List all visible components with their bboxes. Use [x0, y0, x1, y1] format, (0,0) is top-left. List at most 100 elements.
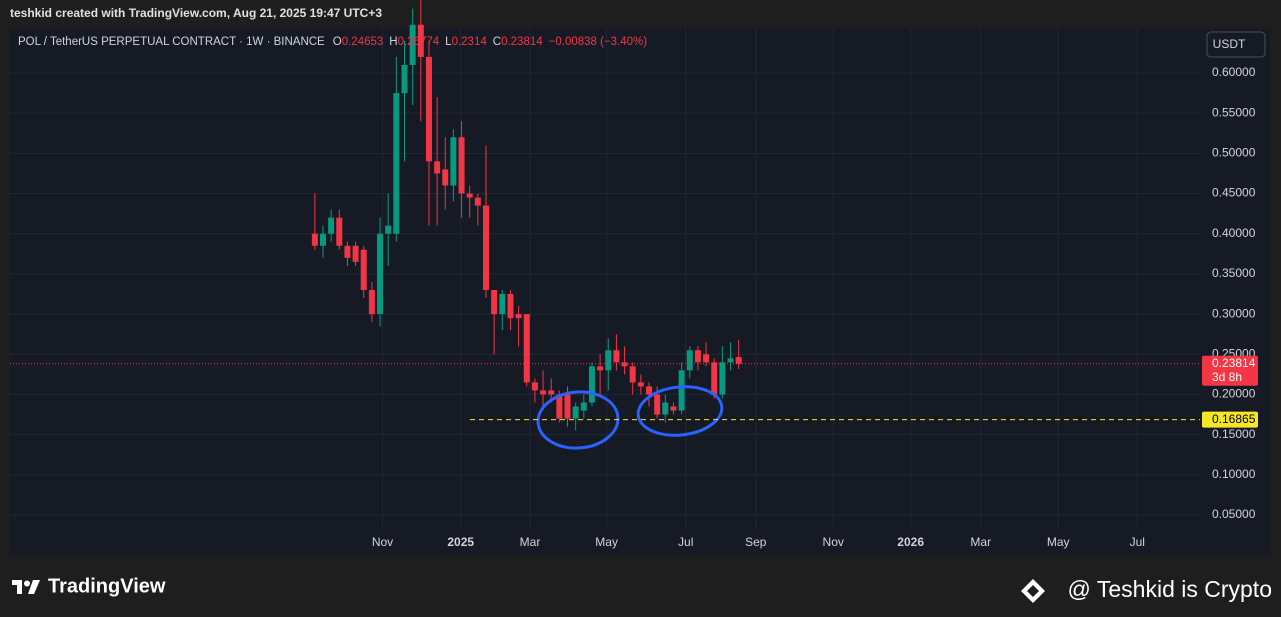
candle-body: [719, 362, 726, 395]
watermark-top: teshkid created with TradingView.com, Au…: [10, 6, 382, 20]
candle-body: [417, 24, 424, 57]
candle-body: [523, 314, 530, 383]
drawing-circle: [536, 390, 620, 450]
brand-name: TradingView: [48, 575, 166, 597]
candle-body: [311, 233, 318, 246]
candle-body: [621, 362, 628, 367]
candle-body: [458, 137, 465, 194]
signature: @ Teshkid is Crypto: [1068, 576, 1272, 602]
y-tick-label: 0.35000: [1212, 266, 1256, 280]
legend-text: 0.24653: [342, 36, 384, 48]
legend-text: H: [389, 36, 397, 48]
level-label: 0.16865: [1212, 412, 1256, 426]
candle-body: [466, 193, 473, 198]
candle-body: [377, 233, 384, 315]
candle-body: [409, 24, 416, 65]
candle-body: [385, 225, 392, 234]
candle-body: [336, 217, 343, 246]
x-tick-label: Jul: [1130, 535, 1145, 549]
candle-body: [703, 354, 710, 363]
y-tick-label: 0.15000: [1212, 427, 1256, 441]
legend-text: 0.26774: [398, 36, 440, 48]
legend-text: O: [333, 36, 342, 48]
signature-icon: [1021, 579, 1045, 603]
x-tick-label: 2026: [897, 535, 924, 549]
candle-body: [352, 245, 359, 262]
candle-body: [662, 402, 669, 415]
candle-body: [483, 205, 489, 290]
candle-body: [507, 294, 514, 319]
y-tick-label: 0.40000: [1212, 226, 1256, 240]
icon-part: [1021, 579, 1045, 603]
candle-body: [491, 289, 498, 315]
logo-part: [12, 580, 22, 594]
y-tick-label: 0.45000: [1212, 186, 1256, 200]
drawing-circle: [636, 385, 724, 437]
candle-body: [434, 161, 441, 174]
candle-body: [735, 357, 742, 364]
legend-text: 0.2314: [452, 36, 488, 48]
y-tick-label: 0.05000: [1212, 507, 1256, 521]
currency-button[interactable]: [1206, 31, 1266, 58]
candle-body: [499, 294, 506, 315]
candle-body: [564, 394, 571, 419]
candle-body: [360, 249, 367, 290]
candle-body: [515, 314, 522, 319]
logo-part: [24, 580, 30, 587]
candle-body: [727, 358, 734, 363]
candle-body: [629, 366, 636, 383]
candle-body: [328, 217, 335, 234]
candle-body: [401, 64, 408, 94]
candle-body: [646, 386, 653, 395]
legend-text: C: [493, 36, 501, 48]
candle-body: [393, 93, 400, 234]
candle-body: [531, 382, 538, 391]
price-label: 0.23814: [1212, 356, 1256, 370]
candle-body: [442, 169, 449, 186]
candle-body: [344, 245, 351, 258]
y-tick-label: 0.60000: [1212, 65, 1256, 79]
y-tick-label: 0.30000: [1212, 306, 1256, 320]
grid: [10, 28, 1200, 530]
candle-body: [694, 350, 701, 363]
x-tick-label: Jul: [678, 535, 693, 549]
x-tick-label: Nov: [823, 535, 844, 549]
x-tick-label: Mar: [970, 535, 991, 549]
candle-body: [605, 350, 612, 371]
chart-pane: [10, 28, 1270, 556]
legend-text: L: [445, 36, 452, 48]
candle-body: [572, 406, 579, 419]
candle-body: [319, 233, 326, 246]
x-tick-label: Sep: [745, 535, 767, 549]
candle-body: [548, 390, 555, 395]
legend-text: POL / TetherUS PERPETUAL CONTRACT · 1W ·…: [18, 36, 325, 48]
candle-body: [368, 289, 375, 315]
candles: [311, 0, 742, 431]
candle-body: [556, 394, 563, 419]
level-label-box: [1202, 411, 1258, 428]
countdown-label: 3d 8h: [1212, 370, 1242, 384]
candle-body: [588, 366, 595, 403]
x-tick-label: 2025: [447, 535, 474, 549]
y-tick-label: 0.20000: [1212, 387, 1256, 401]
candle-body: [580, 402, 587, 411]
candle-body: [637, 382, 644, 387]
price-label-box: [1202, 355, 1258, 386]
candle-body: [425, 56, 432, 162]
legend-text: −0.00838 (−3.40%): [549, 36, 648, 48]
candle-body: [654, 394, 661, 415]
candle-body: [450, 137, 457, 186]
candle-body: [540, 390, 547, 395]
x-tick-label: Nov: [372, 535, 393, 549]
candle-body: [597, 366, 604, 371]
logo-part: [28, 580, 40, 594]
x-tick-label: Mar: [520, 535, 541, 549]
y-tick-label: 0.50000: [1212, 146, 1256, 160]
y-tick-label: 0.10000: [1212, 467, 1256, 481]
candle-body: [670, 406, 677, 411]
overlay: 0.050000.100000.150000.200000.250000.300…: [10, 65, 1258, 549]
brand-logo: [12, 580, 40, 594]
candle-body: [474, 197, 481, 206]
candle-body: [678, 370, 685, 411]
